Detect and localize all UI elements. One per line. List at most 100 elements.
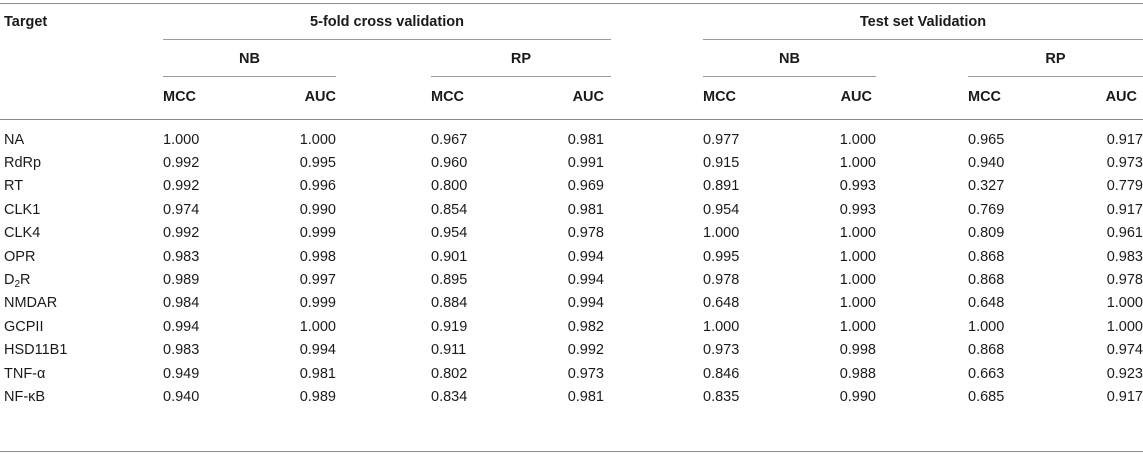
row-target-label: CLK4 <box>4 225 41 242</box>
cell-mcc: 0.940 <box>163 388 200 405</box>
row-target-cell: D2R <box>0 268 163 291</box>
cell-auc: 0.923 <box>1106 365 1143 382</box>
cell-mcc: 1.000 <box>163 131 200 148</box>
column-gap <box>336 151 431 174</box>
row-target-cell: RdRp <box>0 151 163 174</box>
row-target-label: NF-κB <box>4 388 46 405</box>
column-gap <box>604 362 703 385</box>
cell-auc: 0.982 <box>567 318 604 335</box>
column-gap <box>604 245 703 268</box>
row-target-label: NA <box>4 131 25 148</box>
header-metric: AUC <box>304 89 336 105</box>
cell-mcc: 0.911 <box>431 342 467 359</box>
cell-mcc: 0.940 <box>968 155 1005 172</box>
cell-mcc: 0.960 <box>431 155 468 172</box>
group-rule-test <box>703 39 1143 40</box>
row-target-label: NMDAR <box>4 295 58 312</box>
cell-auc: 0.992 <box>567 342 604 359</box>
top-rule <box>0 3 1143 4</box>
table-row: NMDAR 0.984 0.999 0.884 0.994 0.648 1.000 0.648… <box>0 292 1143 315</box>
header-metric: AUC <box>572 89 604 105</box>
column-gap <box>336 128 431 151</box>
group-rule-cv <box>163 39 611 40</box>
cell-mcc: 0.809 <box>968 225 1005 242</box>
cell-mcc: 0.868 <box>968 342 1005 359</box>
column-gap <box>604 151 703 174</box>
column-gap <box>604 292 703 315</box>
row-target-label: HSD11B1 <box>4 342 68 359</box>
header-target: Target <box>4 14 48 30</box>
cell-mcc: 0.949 <box>163 365 200 382</box>
header-metric: MCC <box>431 89 465 105</box>
cell-mcc: 0.977 <box>703 131 740 148</box>
cell-auc: 0.994 <box>299 342 336 359</box>
cell-mcc: 0.992 <box>163 225 200 242</box>
cell-auc: 0.994 <box>567 248 604 265</box>
column-gap <box>876 175 968 198</box>
cell-mcc: 0.983 <box>163 248 200 265</box>
row-target-label: TNF-α <box>4 365 46 382</box>
row-target-label: D <box>4 272 15 289</box>
cell-auc: 0.989 <box>299 388 336 405</box>
header-group-test-set: Test set Validation <box>859 14 987 30</box>
cell-mcc: 1.000 <box>703 225 740 242</box>
column-gap <box>336 339 431 362</box>
column-gap <box>876 222 968 245</box>
column-gap <box>876 339 968 362</box>
column-gap <box>336 362 431 385</box>
cell-mcc: 0.995 <box>703 248 740 265</box>
row-target-label: RT <box>4 178 24 195</box>
column-gap <box>876 268 968 291</box>
cell-mcc: 0.983 <box>163 342 200 359</box>
column-gap <box>876 362 968 385</box>
row-target-label: GCPII <box>4 318 44 335</box>
cell-mcc: 0.919 <box>431 318 468 335</box>
cell-mcc: 0.994 <box>163 318 200 335</box>
row-target-cell: NA <box>0 128 163 151</box>
cell-mcc: 0.992 <box>163 178 200 195</box>
column-gap <box>876 292 968 315</box>
cell-mcc: 0.663 <box>968 365 1005 382</box>
column-gap <box>876 245 968 268</box>
column-gap <box>604 385 703 408</box>
cell-auc: 0.999 <box>299 295 336 312</box>
cell-mcc: 0.648 <box>968 295 1005 312</box>
cell-mcc: 0.846 <box>703 365 740 382</box>
cell-mcc: 0.954 <box>431 225 468 242</box>
table-row: RT 0.992 0.996 0.800 0.969 0.891 0.993 0.327 0.7… <box>0 175 1143 198</box>
row-target-cell: TNF-α <box>0 362 163 385</box>
cell-mcc: 0.901 <box>431 248 468 265</box>
row-target-cell: OPR <box>0 245 163 268</box>
row-target-label: OPR <box>4 248 36 265</box>
cell-auc: 0.978 <box>567 225 604 242</box>
column-gap <box>336 292 431 315</box>
column-gap <box>604 198 703 221</box>
cell-auc: 0.983 <box>1106 248 1143 265</box>
column-gap <box>336 175 431 198</box>
table-row: CLK4 0.992 0.999 0.954 0.978 1.000 1.000 0.809 0… <box>0 222 1143 245</box>
header-metric: AUC <box>840 89 872 105</box>
column-gap <box>876 151 968 174</box>
table-row: RdRp 0.992 0.995 0.960 0.991 0.915 1.000 0.940 0… <box>0 151 1143 174</box>
cell-auc: 0.917 <box>1106 388 1143 405</box>
cell-mcc: 0.800 <box>431 178 468 195</box>
cell-auc: 0.994 <box>567 295 604 312</box>
cell-mcc: 0.868 <box>968 248 1005 265</box>
cell-auc: 0.988 <box>839 365 876 382</box>
row-target-subscript: 2 <box>14 279 21 291</box>
column-gap <box>336 198 431 221</box>
table-row: NF-κB 0.940 0.989 0.834 0.981 0.835 0.990 0.685… <box>0 385 1143 408</box>
column-gap <box>336 315 431 338</box>
column-gap <box>336 222 431 245</box>
cell-auc: 0.981 <box>567 131 604 148</box>
cell-auc: 0.917 <box>1106 131 1143 148</box>
cell-auc: 1.000 <box>839 131 876 148</box>
row-target-cell: NF-κB <box>0 385 163 408</box>
column-gap <box>876 385 968 408</box>
cell-auc: 0.973 <box>1106 155 1143 172</box>
table-row: GCPII 0.994 1.000 0.919 0.982 1.000 1.000 1.000… <box>0 315 1143 338</box>
column-gap <box>336 385 431 408</box>
cell-mcc: 0.648 <box>703 295 740 312</box>
header-metric: AUC <box>1105 89 1137 105</box>
cell-mcc: 0.915 <box>703 155 740 172</box>
